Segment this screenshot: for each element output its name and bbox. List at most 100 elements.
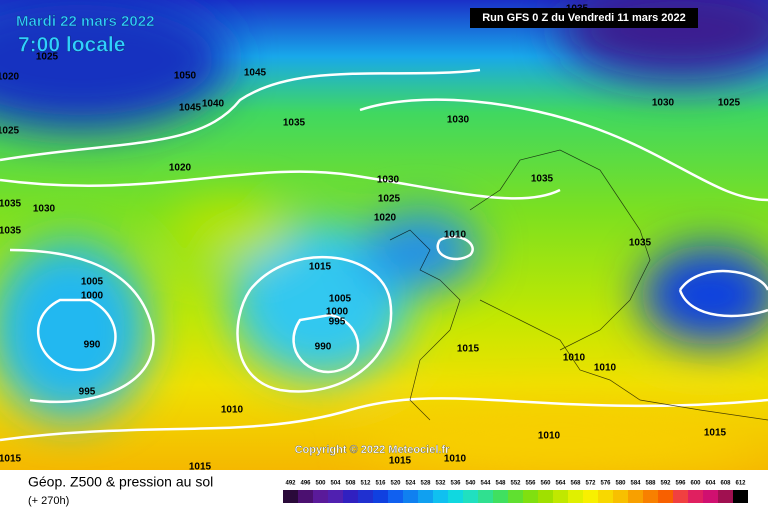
scale-swatch xyxy=(373,490,388,503)
scale-label: 596 xyxy=(675,481,686,487)
scale-swatch xyxy=(643,490,658,503)
scale-label: 500 xyxy=(315,481,326,487)
scale-label: 604 xyxy=(705,481,716,487)
isobar-label: 1050 xyxy=(174,71,197,82)
isobar-label: 1030 xyxy=(447,115,470,126)
isobar-label: 1025 xyxy=(36,52,59,63)
scale-label: 516 xyxy=(375,481,386,487)
scale-swatch xyxy=(658,490,673,503)
isobar-label: 1030 xyxy=(377,175,400,186)
isobar-label: 1015 xyxy=(389,456,412,467)
isobar-label: 1035 xyxy=(0,199,22,210)
scale-swatch xyxy=(508,490,523,503)
scale-swatch xyxy=(523,490,538,503)
isobar-label: 1015 xyxy=(189,462,212,473)
isobar-label: 1020 xyxy=(0,72,20,83)
isobar-label: 1010 xyxy=(444,230,467,241)
scale-label: 504 xyxy=(330,481,341,487)
scale-swatch xyxy=(553,490,568,503)
isobar-label: 1025 xyxy=(718,98,741,109)
scale-label: 572 xyxy=(585,481,596,487)
isobar-label: 1030 xyxy=(33,204,56,215)
scale-swatch xyxy=(598,490,613,503)
scale-label: 576 xyxy=(600,481,611,487)
copyright: Copyright © 2022 Meteociel.fr xyxy=(295,444,451,456)
scale-label: 532 xyxy=(435,481,446,487)
scale-label: 564 xyxy=(555,481,566,487)
footer-lead: (+ 270h) xyxy=(28,495,69,507)
isobar-label: 1015 xyxy=(309,262,332,273)
isobar-label: 1045 xyxy=(244,68,267,79)
scale-label: 552 xyxy=(510,481,521,487)
isobar-label: 1035 xyxy=(566,4,589,15)
scale-swatch xyxy=(343,490,358,503)
isobar-label: 1035 xyxy=(0,226,22,237)
isobar-label: 990 xyxy=(84,340,101,351)
scale-swatch xyxy=(388,490,403,503)
scale-swatch xyxy=(313,490,328,503)
scale-label: 580 xyxy=(615,481,626,487)
scale-swatch xyxy=(478,490,493,503)
scale-swatch xyxy=(403,490,418,503)
isobar-label: 995 xyxy=(329,317,346,328)
scale-label: 548 xyxy=(495,481,506,487)
scale-label: 600 xyxy=(690,481,701,487)
isobar-label: 1000 xyxy=(326,307,349,318)
isobar-label: 1000 xyxy=(81,291,104,302)
scale-label: 536 xyxy=(450,481,461,487)
isobar-label: 995 xyxy=(79,387,96,398)
scale-swatch xyxy=(673,490,688,503)
scale-label: 540 xyxy=(465,481,476,487)
scale-label: 608 xyxy=(720,481,731,487)
scale-label: 512 xyxy=(360,481,371,487)
isobar-label: 1025 xyxy=(378,194,401,205)
isobar-label: 1010 xyxy=(221,405,244,416)
isobar-label: 1005 xyxy=(81,277,104,288)
isobar-label: 1015 xyxy=(457,344,480,355)
scale-label: 560 xyxy=(540,481,551,487)
scale-swatch xyxy=(418,490,433,503)
scale-label: 524 xyxy=(405,481,416,487)
scale-swatch xyxy=(718,490,733,503)
scale-swatch xyxy=(688,490,703,503)
scale-swatch xyxy=(628,490,643,503)
scale-swatch xyxy=(328,490,343,503)
isobar-label: 1035 xyxy=(283,118,306,129)
time: 7:00 locale xyxy=(18,34,125,57)
isobar-label: 1010 xyxy=(594,363,617,374)
scale-swatch xyxy=(358,490,373,503)
scale-label: 584 xyxy=(630,481,641,487)
run-info: Run GFS 0 Z du Vendredi 11 mars 2022 xyxy=(482,12,686,24)
map-background xyxy=(0,0,768,470)
scale-label: 520 xyxy=(390,481,401,487)
isobar-label: 1020 xyxy=(374,213,397,224)
scale-swatch xyxy=(448,490,463,503)
isobar-label: 1020 xyxy=(169,163,192,174)
isobar-label: 1045 xyxy=(179,103,202,114)
scale-swatch xyxy=(568,490,583,503)
isobar-label: 1040 xyxy=(202,99,225,110)
scale-label: 556 xyxy=(525,481,536,487)
scale-swatch xyxy=(283,490,298,503)
scale-swatch xyxy=(493,490,508,503)
scale-label: 568 xyxy=(570,481,581,487)
scale-swatch xyxy=(298,490,313,503)
isobar-label: 1010 xyxy=(538,431,561,442)
isobar-label: 1030 xyxy=(652,98,675,109)
scale-label: 588 xyxy=(645,481,656,487)
scale-label: 544 xyxy=(480,481,491,487)
isobar-label: 1025 xyxy=(0,126,20,137)
scale-swatch xyxy=(613,490,628,503)
scale-label: 592 xyxy=(660,481,671,487)
scale-label: 612 xyxy=(735,481,746,487)
scale-swatch xyxy=(463,490,478,503)
scale-swatch xyxy=(733,490,748,503)
isobar-label: 1010 xyxy=(444,454,467,465)
footer-title: Géop. Z500 & pression au sol xyxy=(28,474,213,490)
isobar-label: 1010 xyxy=(563,353,586,364)
isobar-label: 1005 xyxy=(329,294,352,305)
scale-swatch xyxy=(538,490,553,503)
scale-swatch xyxy=(433,490,448,503)
scale-label: 496 xyxy=(300,481,311,487)
